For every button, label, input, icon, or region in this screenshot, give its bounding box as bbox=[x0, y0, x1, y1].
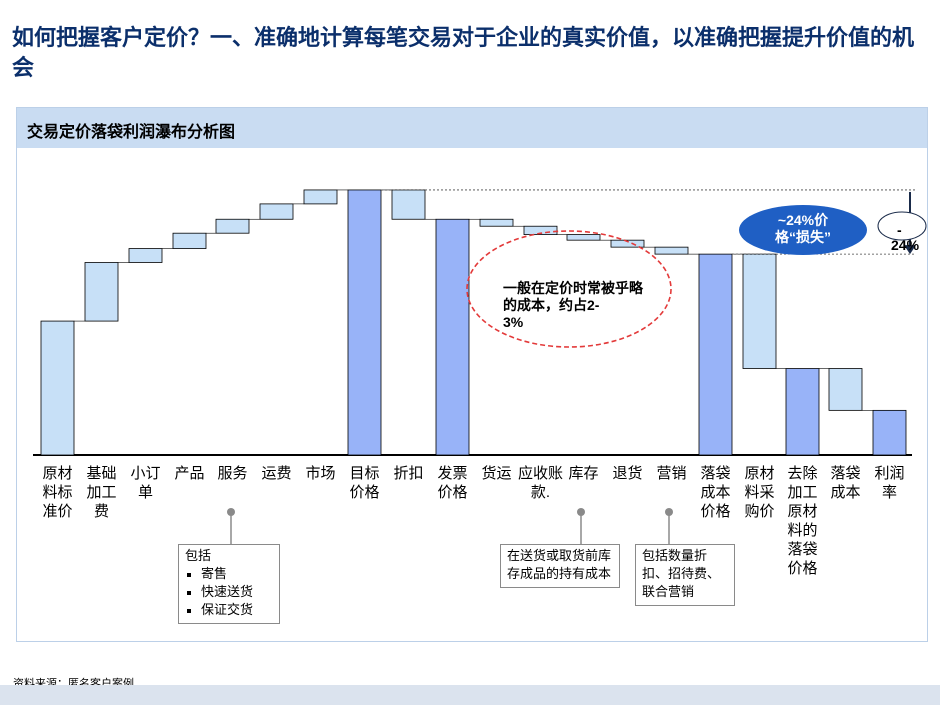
waterfall-bar bbox=[84, 262, 119, 322]
callout-services-heading: 包括 bbox=[185, 549, 212, 564]
tick-label: 基础加工费 bbox=[86, 465, 116, 520]
tick-label: 营销 bbox=[656, 465, 686, 482]
waterfall-bar bbox=[40, 320, 75, 456]
waterfall-bar bbox=[215, 218, 250, 234]
waterfall-bar bbox=[479, 218, 514, 227]
waterfall-bar bbox=[172, 232, 207, 249]
panel-title: 交易定价落袋利润瀑布分析图 bbox=[27, 122, 236, 141]
loss-oval-text: ~24%价格“损失” bbox=[775, 212, 831, 245]
tick-label: 退货 bbox=[612, 465, 642, 482]
footer-bar bbox=[0, 685, 940, 705]
loss-oval bbox=[739, 205, 867, 255]
tick-label: 去除加工原材料的落袋价格 bbox=[787, 465, 817, 577]
tick-label: 原材料标准价 bbox=[42, 465, 72, 520]
tick-label: 利润率 bbox=[874, 465, 904, 501]
waterfall-bar bbox=[654, 246, 689, 255]
waterfall-bar bbox=[128, 248, 163, 263]
callout-services-item: 寄售 bbox=[201, 566, 273, 584]
tick-label: 原材料采购价 bbox=[744, 465, 774, 520]
tick-label: 产品 bbox=[174, 465, 204, 482]
callout-marketing-text: 包括数量折扣、招待费、联合营销 bbox=[642, 549, 721, 600]
tick-label: 应收账款. bbox=[518, 464, 563, 501]
callout-marketing: 包括数量折扣、招待费、联合营销 bbox=[635, 544, 735, 606]
tick-label: 小订单 bbox=[130, 465, 160, 501]
note-ellipse bbox=[466, 230, 672, 348]
waterfall-bar bbox=[391, 189, 426, 220]
tick-label: 运费 bbox=[261, 465, 291, 482]
page-title: 如何把握客户定价？一、准确地计算每笔交易对于企业的真实价值，以准确把握提升价值的… bbox=[12, 26, 915, 81]
waterfall-bar bbox=[698, 253, 733, 456]
waterfall-bar bbox=[435, 218, 470, 456]
waterfall-bar bbox=[523, 225, 558, 235]
waterfall-bar bbox=[742, 253, 777, 369]
callout-services-item: 保证交货 bbox=[201, 602, 273, 620]
callout-services: 包括 寄售 快速送货 保证交货 bbox=[178, 544, 280, 624]
waterfall-bar bbox=[610, 239, 645, 248]
tick-label: 服务 bbox=[217, 465, 247, 482]
waterfall-bar bbox=[303, 189, 338, 205]
waterfall-bar bbox=[566, 234, 601, 241]
tick-label: 落袋成本价格 bbox=[700, 465, 730, 520]
waterfall-bar bbox=[872, 409, 907, 456]
tick-label: 市场 bbox=[305, 465, 335, 482]
callout-services-item: 快速送货 bbox=[201, 584, 273, 602]
tick-label: 发票价格 bbox=[437, 465, 467, 501]
waterfall-bar bbox=[259, 203, 294, 220]
waterfall-bar bbox=[828, 368, 863, 411]
callout-inventory: 在送货或取货前库存成品的持有成本 bbox=[500, 544, 620, 588]
loss-badge-text: -24% bbox=[891, 222, 920, 253]
tick-label: 目标价格 bbox=[349, 465, 379, 501]
panel-header: 交易定价落袋利润瀑布分析图 bbox=[17, 108, 927, 148]
tick-label: 折扣 bbox=[393, 465, 423, 482]
note-ellipse-text: 一般在定价时常被乎略的成本，约占2-3% bbox=[503, 280, 644, 330]
chart-panel: 交易定价落袋利润瀑布分析图 bbox=[16, 107, 928, 642]
tick-label: 库存 bbox=[568, 465, 598, 482]
tick-label: 落袋成本 bbox=[830, 465, 860, 501]
tick-label: 货运 bbox=[481, 465, 511, 482]
waterfall-bar bbox=[785, 368, 820, 456]
loss-badge bbox=[877, 211, 927, 241]
waterfall-bar bbox=[347, 189, 382, 456]
loss-arrowhead bbox=[904, 245, 916, 255]
callout-inventory-text: 在送货或取货前库存成品的持有成本 bbox=[507, 549, 612, 582]
